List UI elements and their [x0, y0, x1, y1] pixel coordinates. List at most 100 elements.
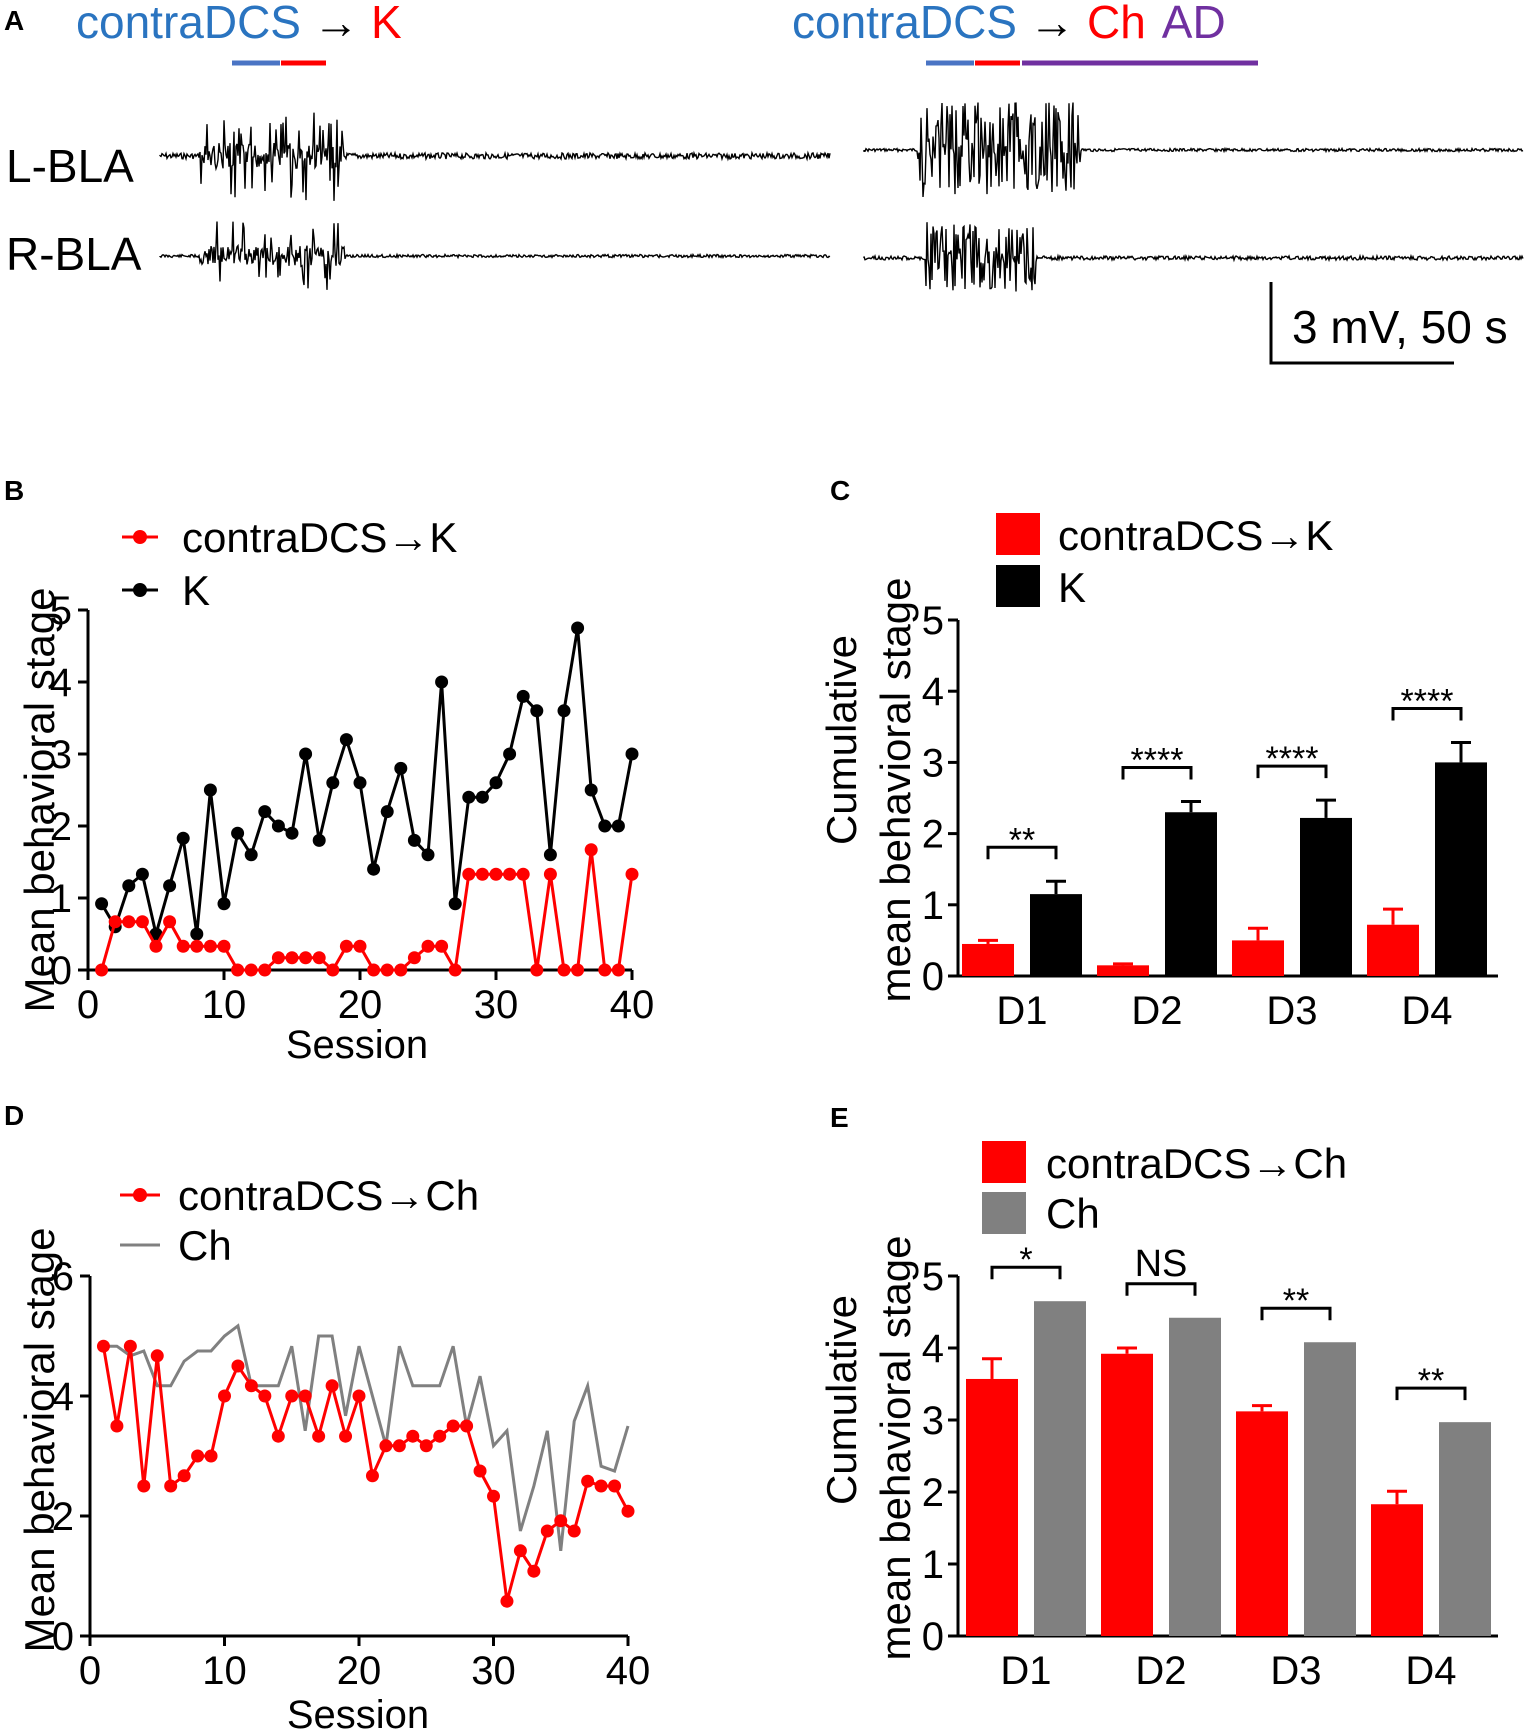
data-point [285, 826, 299, 840]
significance-bracket [1391, 706, 1463, 721]
y-tick-label: 1 [922, 1543, 944, 1587]
data-point [407, 951, 421, 965]
y-tick-label: 0 [50, 949, 72, 993]
x-tick-label: 30 [471, 1649, 516, 1693]
trace-l-bla-kindling [159, 112, 831, 201]
data-point [421, 939, 435, 953]
data-point [625, 867, 639, 881]
significance-label: ** [1418, 1362, 1444, 1400]
data-point [571, 963, 585, 977]
y-tick-label: 2 [922, 1471, 944, 1515]
y-tick-label: 3 [922, 741, 944, 785]
data-point [244, 963, 258, 977]
x-tick-label: D3 [1270, 1649, 1321, 1693]
significance-label: * [1019, 1241, 1032, 1279]
data-point [258, 805, 272, 819]
data-point [137, 1479, 151, 1493]
x-tick-label: D4 [1401, 989, 1452, 1033]
y-tick-label: 4 [922, 670, 944, 714]
y-tick-label: 2 [50, 805, 72, 849]
data-point [598, 819, 612, 833]
significance-label: **** [1401, 682, 1454, 720]
data-point [285, 951, 299, 965]
significance-bracket [986, 845, 1058, 860]
data-point [258, 1389, 272, 1403]
scale-bar-label: 3 mV, 50 s [1292, 301, 1508, 353]
left-label-target: K [371, 0, 402, 48]
significance-bracket [1256, 764, 1328, 779]
data-point [594, 1479, 608, 1493]
data-point [462, 790, 476, 804]
trace-r-bla-kindling [159, 221, 831, 290]
y-tick-label: 1 [922, 884, 944, 928]
x-tick-label: 0 [77, 983, 99, 1027]
y-tick-label: 2 [922, 813, 944, 857]
data-point [176, 831, 190, 845]
left-label-prefix: contraDCS [76, 0, 301, 48]
data-point [135, 867, 149, 881]
panel-c-y-axis-label-line1: Cumulative [818, 635, 865, 845]
bar-d3-control [1300, 817, 1352, 976]
left-stimulus-label: contraDCS → K [76, 0, 402, 48]
legend-label-contradcs-k: contraDCS→K [182, 514, 457, 561]
x-tick-label: 40 [606, 1649, 651, 1693]
data-point [379, 1439, 393, 1453]
y-tick-label: 4 [52, 1375, 74, 1419]
y-tick-label: 3 [50, 733, 72, 777]
data-point [217, 897, 231, 911]
legend-label-k: K [1058, 564, 1086, 611]
data-point [164, 1479, 178, 1493]
data-point [231, 1359, 245, 1373]
data-point [394, 761, 408, 775]
legend-swatch-k [996, 565, 1040, 607]
legend-swatch-contradcs-ch [982, 1141, 1026, 1183]
data-point [419, 1439, 433, 1453]
bar-d1-control [1030, 894, 1082, 976]
data-point [448, 897, 462, 911]
data-point [312, 833, 326, 847]
data-point [149, 927, 163, 941]
data-point [258, 963, 272, 977]
x-tick-label: 30 [474, 983, 519, 1027]
x-tick-label: D4 [1405, 1649, 1456, 1693]
data-point [271, 819, 285, 833]
significance-bracket [1260, 1306, 1332, 1321]
panel-e-legend: contraDCS→Ch Ch [982, 1140, 1347, 1237]
data-point [611, 819, 625, 833]
data-point [108, 915, 122, 929]
data-point [392, 1439, 406, 1453]
data-point [380, 963, 394, 977]
panel-d-legend: contraDCS→Ch Ch [120, 1172, 479, 1269]
right-stimulus-label: contraDCS → Ch AD [792, 0, 1226, 48]
data-point [513, 1544, 527, 1558]
series-line-contradcsch [101, 1345, 630, 1602]
y-tick-label: 4 [922, 1327, 944, 1371]
data-point [407, 833, 421, 847]
x-tick-label: D2 [1135, 1649, 1186, 1693]
panel-b-y-axis-label: Mean behavioral stage [16, 588, 63, 1013]
data-point [460, 1419, 474, 1433]
data-point [625, 747, 639, 761]
data-point [516, 867, 530, 881]
y-tick-label: 1 [50, 877, 72, 921]
bar-d3-treated [1236, 1411, 1288, 1636]
y-tick-label: 3 [922, 1399, 944, 1443]
data-point [571, 621, 585, 635]
x-tick-label: 10 [202, 983, 247, 1027]
data-point [557, 963, 571, 977]
legend-marker-contradcs-k [133, 530, 147, 544]
y-tick-label: 5 [922, 599, 944, 643]
data-point [271, 951, 285, 965]
panel-d-line-chart: D Mean behavioral stage Session contraDC… [4, 1100, 650, 1734]
data-point [312, 951, 326, 965]
data-point [448, 963, 462, 977]
data-point [353, 776, 367, 790]
y-tick-label: 0 [52, 1615, 74, 1659]
data-point [503, 867, 517, 881]
x-tick-label: D1 [996, 989, 1047, 1033]
data-point [540, 1524, 554, 1538]
significance-label: ** [1009, 821, 1035, 859]
data-point [190, 927, 204, 941]
y-tick-label: 5 [922, 1255, 944, 1299]
